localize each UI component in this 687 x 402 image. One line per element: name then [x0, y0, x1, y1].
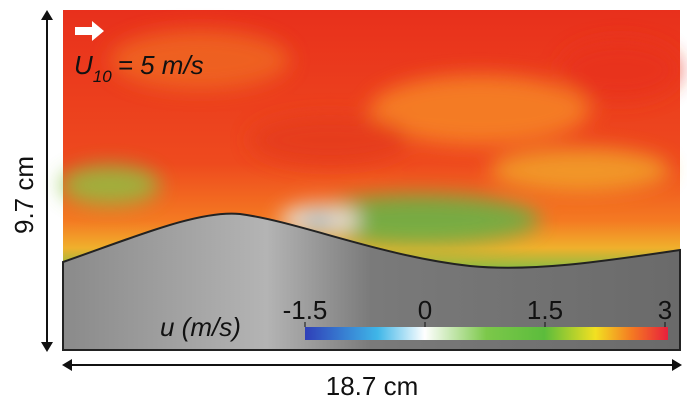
wind-value: = 5 m/s: [118, 50, 204, 80]
figure: U10 = 5 m/s u (m/s) 9.7 cm 18.7 cm -1.5 0 1…: [0, 0, 687, 402]
colorbar-label: u (m/s): [160, 312, 241, 342]
subscript: 10: [93, 67, 112, 86]
colorbar-tick-label: 1.5: [527, 295, 563, 325]
colorbar: [305, 327, 668, 340]
colorbar-tick-label: -1.5: [283, 295, 328, 325]
height-dimension: [41, 10, 53, 352]
height-label: 9.7 cm: [9, 156, 39, 234]
colorbar-tick-label: 0: [418, 295, 432, 325]
symbol: U: [74, 50, 93, 80]
colorbar-tick-label: 3: [658, 295, 672, 325]
width-dimension: [62, 359, 682, 371]
width-label: 18.7 cm: [326, 371, 419, 401]
